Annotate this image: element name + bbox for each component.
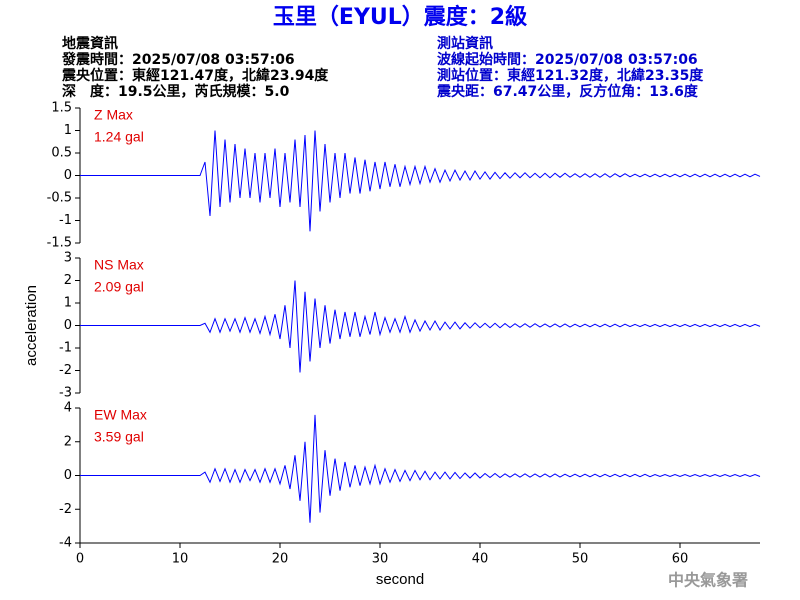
header-right: 波線起始時間：2025/07/08 03:57:06 xyxy=(437,51,698,68)
y-tick-label: 1 xyxy=(64,296,72,311)
header-left: 地震資訊 xyxy=(62,35,118,52)
header-left: 深 度：19.5公里，芮氏規模：5.0 xyxy=(62,83,290,100)
y-tick-label: -2 xyxy=(59,363,72,378)
y-tick-label: -4 xyxy=(59,536,72,551)
chart-title: 玉里（EYUL）震度：2級 xyxy=(273,4,527,30)
y-axis-label: acceleration xyxy=(23,285,40,366)
waveform xyxy=(80,130,761,232)
header-left: 發震時間：2025/07/08 03:57:06 xyxy=(61,51,295,68)
y-tick-label: 1 xyxy=(64,123,72,138)
header-left: 震央位置：東經121.47度，北緯23.94度 xyxy=(61,67,329,84)
y-tick-label: 2 xyxy=(64,434,72,449)
annotation: Z Max xyxy=(94,107,133,123)
x-tick-label: 60 xyxy=(672,552,689,567)
watermark: 中央氣象署 xyxy=(668,571,748,590)
annotation: 3.59 gal xyxy=(94,429,144,445)
header-right: 測站位置：東經121.32度，北緯23.35度 xyxy=(437,67,704,84)
annotation: 2.09 gal xyxy=(94,279,144,295)
header-right: 震央距：67.47公里，反方位角：13.6度 xyxy=(436,83,699,100)
y-tick-label: 1.5 xyxy=(51,101,72,116)
waveform xyxy=(80,414,761,523)
x-tick-label: 0 xyxy=(76,552,84,567)
annotation: EW Max xyxy=(94,407,147,423)
x-tick-label: 30 xyxy=(372,552,389,567)
y-tick-label: 0 xyxy=(64,168,72,183)
x-tick-label: 40 xyxy=(472,552,489,567)
y-tick-label: -1 xyxy=(59,341,72,356)
annotation: NS Max xyxy=(94,257,144,273)
x-axis-label: second xyxy=(376,571,424,588)
y-tick-label: 2 xyxy=(64,273,72,288)
x-tick-label: 50 xyxy=(572,552,589,567)
y-tick-label: 0 xyxy=(64,318,72,333)
annotation: 1.24 gal xyxy=(94,129,144,145)
y-tick-label: -3 xyxy=(59,386,72,401)
x-tick-label: 20 xyxy=(272,552,289,567)
y-tick-label: -0.5 xyxy=(47,191,72,206)
y-tick-label: 0.5 xyxy=(51,146,72,161)
y-tick-label: -1.5 xyxy=(47,236,72,251)
x-tick-label: 10 xyxy=(172,552,189,567)
y-tick-label: 3 xyxy=(64,251,72,266)
y-tick-label: -1 xyxy=(59,213,72,228)
y-tick-label: -2 xyxy=(59,502,72,517)
y-tick-label: 0 xyxy=(64,468,72,483)
y-tick-label: 4 xyxy=(64,401,72,416)
header-right: 測站資訊 xyxy=(437,35,493,52)
waveform xyxy=(80,280,761,373)
